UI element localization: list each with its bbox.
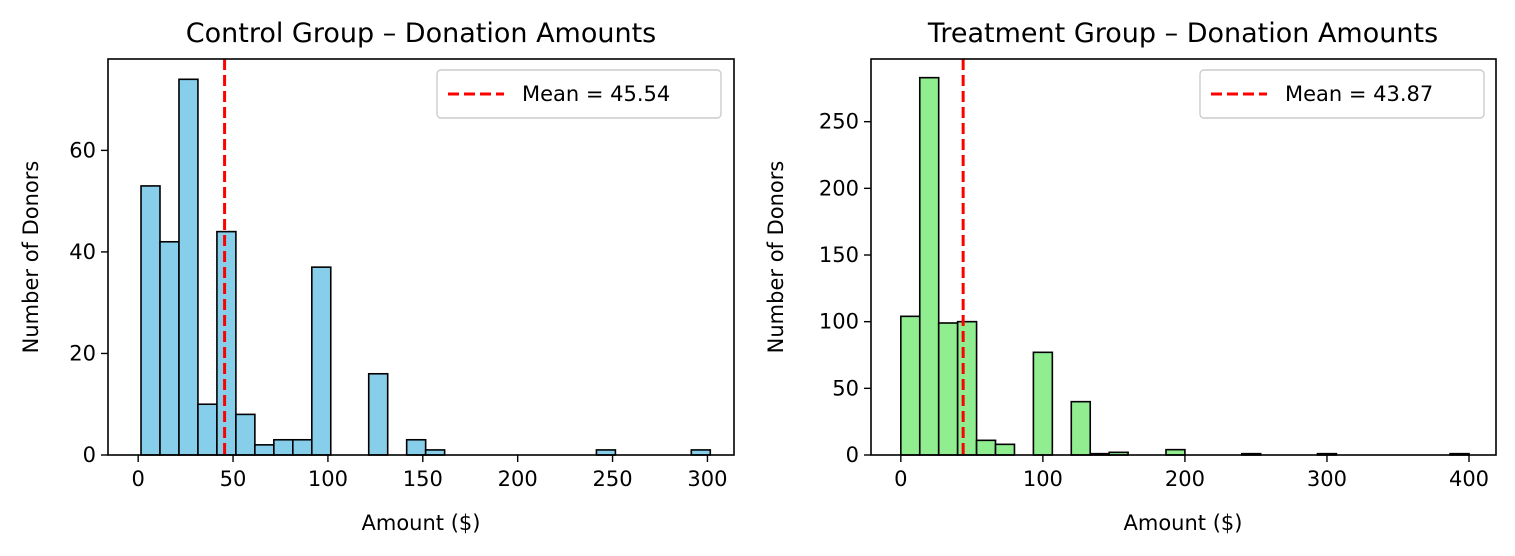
histogram-bar — [159, 240, 180, 456]
axes-frame — [870, 58, 1497, 456]
x-ticks: 0 100 200 300 400 — [894, 455, 1489, 491]
histogram-bar — [367, 372, 389, 456]
y-ticks: 0 50 100 150 200 250 — [819, 110, 871, 467]
y-tick-label: 20 — [69, 341, 96, 365]
chart-control-group: Control Group – Donation Amounts Amount … — [19, 18, 735, 535]
x-tick-label: 50 — [220, 467, 247, 491]
x-tick-label: 200 — [498, 467, 538, 491]
y-tick-label: 150 — [819, 243, 859, 267]
chart-title: Treatment Group – Donation Amounts — [927, 18, 1438, 49]
histogram-bar — [937, 322, 959, 456]
x-tick-label: 300 — [1307, 467, 1347, 491]
y-ticks: 0 20 40 60 — [69, 138, 108, 467]
x-tick-label: 100 — [308, 467, 348, 491]
x-tick-label: 0 — [131, 467, 144, 491]
legend-box — [1199, 69, 1485, 119]
legend: Mean = 43.87 — [1199, 69, 1485, 119]
axes-frame — [107, 58, 735, 456]
histogram-bar — [1070, 400, 1092, 456]
x-axis-label: Amount ($) — [1124, 511, 1243, 535]
histogram-bar — [1032, 351, 1054, 456]
x-tick-label: 200 — [1165, 467, 1205, 491]
x-tick-label: 150 — [403, 467, 443, 491]
x-tick-label: 100 — [1023, 467, 1063, 491]
chart-title: Control Group – Donation Amounts — [186, 18, 656, 49]
legend: Mean = 45.54 — [436, 69, 722, 119]
legend-mean-label: Mean = 43.87 — [1285, 82, 1433, 106]
x-ticks: 0 50 100 150 200 250 300 — [131, 455, 727, 491]
x-axis-label: Amount ($) — [362, 511, 481, 535]
histogram-bar — [197, 403, 218, 456]
y-tick-label: 40 — [69, 240, 96, 264]
bars — [900, 76, 1470, 456]
histogram-bar — [994, 443, 1016, 456]
histogram-bar — [178, 78, 199, 456]
chart-treatment-group: Treatment Group – Donation Amounts Amoun… — [764, 18, 1497, 535]
y-tick-label: 100 — [819, 310, 859, 334]
y-tick-label: 250 — [819, 110, 859, 134]
y-tick-label: 0 — [846, 443, 859, 467]
bars — [140, 78, 712, 456]
x-tick-label: 250 — [593, 467, 633, 491]
histogram-bar — [918, 76, 940, 456]
x-tick-label: 400 — [1449, 467, 1489, 491]
x-tick-label: 0 — [894, 467, 907, 491]
y-axis-label: Number of Donors — [764, 161, 788, 354]
histogram-bar — [405, 438, 427, 456]
histogram-bar — [292, 438, 313, 456]
histogram-bar — [273, 438, 294, 456]
y-tick-label: 60 — [69, 138, 96, 162]
histogram-bar — [900, 315, 921, 456]
histogram-bar — [956, 320, 978, 456]
x-tick-label: 300 — [687, 467, 727, 491]
histogram-bar — [140, 185, 161, 456]
y-axis-label: Number of Donors — [19, 161, 43, 354]
legend-mean-label: Mean = 45.54 — [522, 82, 670, 106]
histogram-bar — [975, 439, 997, 456]
y-tick-label: 0 — [83, 443, 96, 467]
legend-box — [436, 69, 722, 119]
y-tick-label: 200 — [819, 176, 859, 200]
histogram-bar — [216, 230, 237, 456]
histogram-bar — [254, 444, 275, 456]
histogram-bar — [235, 413, 256, 456]
y-tick-label: 50 — [832, 376, 859, 400]
histogram-bar — [310, 266, 332, 456]
